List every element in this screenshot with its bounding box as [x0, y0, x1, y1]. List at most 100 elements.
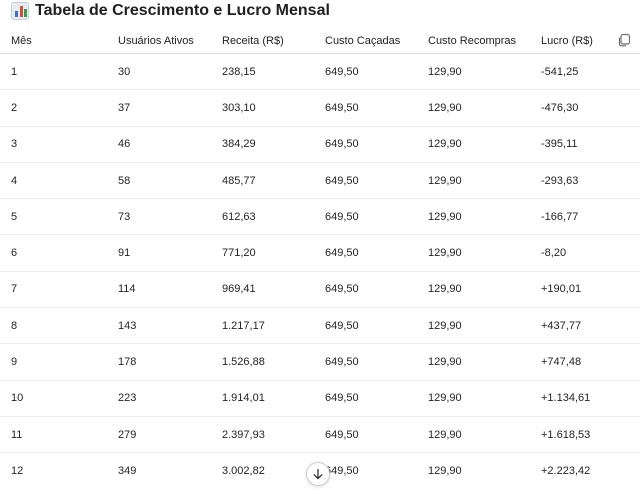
column-header-active-users: Usuários Ativos: [107, 28, 211, 54]
cell-active-users: 279: [107, 416, 211, 454]
cell-hunt-cost: 649,50: [314, 198, 417, 236]
cell-profit: -8,20: [530, 234, 640, 272]
cell-profit: -395,11: [530, 126, 640, 163]
cell-hunt-cost: 649,50: [325, 464, 359, 477]
cell-month: 2: [0, 89, 107, 127]
cell-revenue: 1.914,01: [211, 380, 314, 417]
cell-active-users: 58: [107, 162, 211, 200]
copy-table-button[interactable]: [616, 32, 632, 48]
growth-profit-table: Mês Usuários Ativos Receita (R$) Custo C…: [0, 28, 640, 489]
cell-active-users: 143: [107, 307, 211, 345]
cell-hunt-cost: 649,50: [314, 380, 417, 417]
column-header-profit: Lucro (R$): [530, 28, 640, 54]
cell-profit: -293,63: [530, 162, 640, 200]
table-row: 4 58 485,77 649,50 129,90 -293,63: [0, 162, 640, 200]
cell-active-users: 91: [107, 234, 211, 272]
cell-profit: +190,01: [530, 271, 640, 309]
cell-active-users: 73: [107, 198, 211, 236]
cell-month: 10: [0, 380, 107, 417]
column-header-hunt-cost: Custo Caçadas: [314, 28, 417, 54]
cell-month: 4: [0, 162, 107, 200]
cell-hunt-cost: 649,50: [314, 126, 417, 163]
column-header-rebuy-cost: Custo Recompras: [417, 28, 530, 54]
cell-revenue: 303,10: [211, 89, 314, 127]
table-row: 6 91 771,20 649,50 129,90 -8,20: [0, 234, 640, 272]
cell-rebuy-cost: 129,90: [417, 53, 530, 91]
cell-month: 6: [0, 234, 107, 272]
column-header-month: Mês: [0, 28, 107, 54]
cell-hunt-cost: 649,50: [314, 234, 417, 272]
cell-hunt-cost: 649,50: [314, 416, 417, 454]
cell-rebuy-cost: 129,90: [417, 271, 530, 309]
table-row: 10 223 1.914,01 649,50 129,90 +1.134,61: [0, 380, 640, 417]
cell-rebuy-cost: 129,90: [417, 343, 530, 381]
cell-revenue: 238,15: [211, 53, 314, 91]
bar-chart-icon: [11, 2, 29, 20]
cell-rebuy-cost: 129,90: [417, 198, 530, 236]
table-row: 2 37 303,10 649,50 129,90 -476,30: [0, 89, 640, 127]
cell-month: 1: [0, 53, 107, 91]
cell-profit: -166,77: [530, 198, 640, 236]
cell-month: 12: [11, 464, 24, 477]
cell-hunt-cost: 649,50: [314, 53, 417, 91]
table-row: 5 73 612,63 649,50 129,90 -166,77: [0, 198, 640, 236]
table-row: 3 46 384,29 649,50 129,90 -395,11: [0, 126, 640, 163]
cell-profit: +1.618,53: [530, 416, 640, 454]
cell-rebuy-cost: 129,90: [417, 126, 530, 163]
cell-rebuy-cost: 129,90: [417, 416, 530, 454]
cell-rebuy-cost: 129,90: [417, 162, 530, 200]
cell-rebuy-cost: 129,90: [428, 464, 462, 477]
cell-profit: +747,48: [530, 343, 640, 381]
cell-rebuy-cost: 129,90: [417, 380, 530, 417]
table-row: 1 30 238,15 649,50 129,90 -541,25: [0, 53, 640, 91]
cell-rebuy-cost: 129,90: [417, 307, 530, 345]
cell-rebuy-cost: 129,90: [417, 234, 530, 272]
cell-profit: +437,77: [530, 307, 640, 345]
table-row: 12 349 3.002,82 649,50 129,90 +2.223,42: [0, 453, 640, 489]
table-heading: Tabela de Crescimento e Lucro Mensal: [11, 0, 330, 22]
column-header-revenue: Receita (R$): [211, 28, 314, 54]
cell-revenue: 612,63: [211, 198, 314, 236]
cell-active-users: 349: [118, 464, 137, 477]
cell-month: 11: [0, 416, 107, 454]
cell-active-users: 178: [107, 343, 211, 381]
cell-revenue: 1.217,17: [211, 307, 314, 345]
scroll-to-bottom-button[interactable]: [306, 462, 330, 486]
cell-revenue: 2.397,93: [211, 416, 314, 454]
cell-hunt-cost: 649,50: [314, 162, 417, 200]
cell-month: 7: [0, 271, 107, 309]
cell-active-users: 114: [107, 271, 211, 309]
cell-month: 8: [0, 307, 107, 345]
table-row: 8 143 1.217,17 649,50 129,90 +437,77: [0, 307, 640, 345]
cell-revenue: 969,41: [211, 271, 314, 309]
cell-active-users: 30: [107, 53, 211, 91]
cell-month: 5: [0, 198, 107, 236]
cell-hunt-cost: 649,50: [314, 271, 417, 309]
cell-hunt-cost: 649,50: [314, 89, 417, 127]
cell-hunt-cost: 649,50: [314, 343, 417, 381]
cell-revenue: 771,20: [211, 234, 314, 272]
cell-month: 3: [0, 126, 107, 163]
cell-active-users: 37: [107, 89, 211, 127]
cell-rebuy-cost: 129,90: [417, 89, 530, 127]
cell-revenue: 3.002,82: [222, 464, 265, 477]
cell-hunt-cost: 649,50: [314, 307, 417, 345]
cell-revenue: 1.526,88: [211, 343, 314, 381]
page-title: Tabela de Crescimento e Lucro Mensal: [35, 2, 330, 19]
cell-profit: +2.223,42: [541, 464, 591, 477]
cell-active-users: 46: [107, 126, 211, 163]
arrow-down-icon: [313, 468, 323, 480]
table-row: 7 114 969,41 649,50 129,90 +190,01: [0, 271, 640, 309]
cell-profit: -476,30: [530, 89, 640, 127]
cell-revenue: 384,29: [211, 126, 314, 163]
cell-profit: +1.134,61: [530, 380, 640, 417]
table-row: 11 279 2.397,93 649,50 129,90 +1.618,53: [0, 416, 640, 454]
table-body: 1 30 238,15 649,50 129,90 -541,25 2 37 303,10 649…: [0, 53, 640, 489]
table-row: 9 178 1.526,88 649,50 129,90 +747,48: [0, 343, 640, 381]
cell-profit: -541,25: [530, 53, 640, 91]
cell-month: 9: [0, 343, 107, 381]
copy-icon: [618, 33, 631, 47]
table-header-row: Mês Usuários Ativos Receita (R$) Custo C…: [0, 28, 640, 54]
cell-active-users: 223: [107, 380, 211, 417]
